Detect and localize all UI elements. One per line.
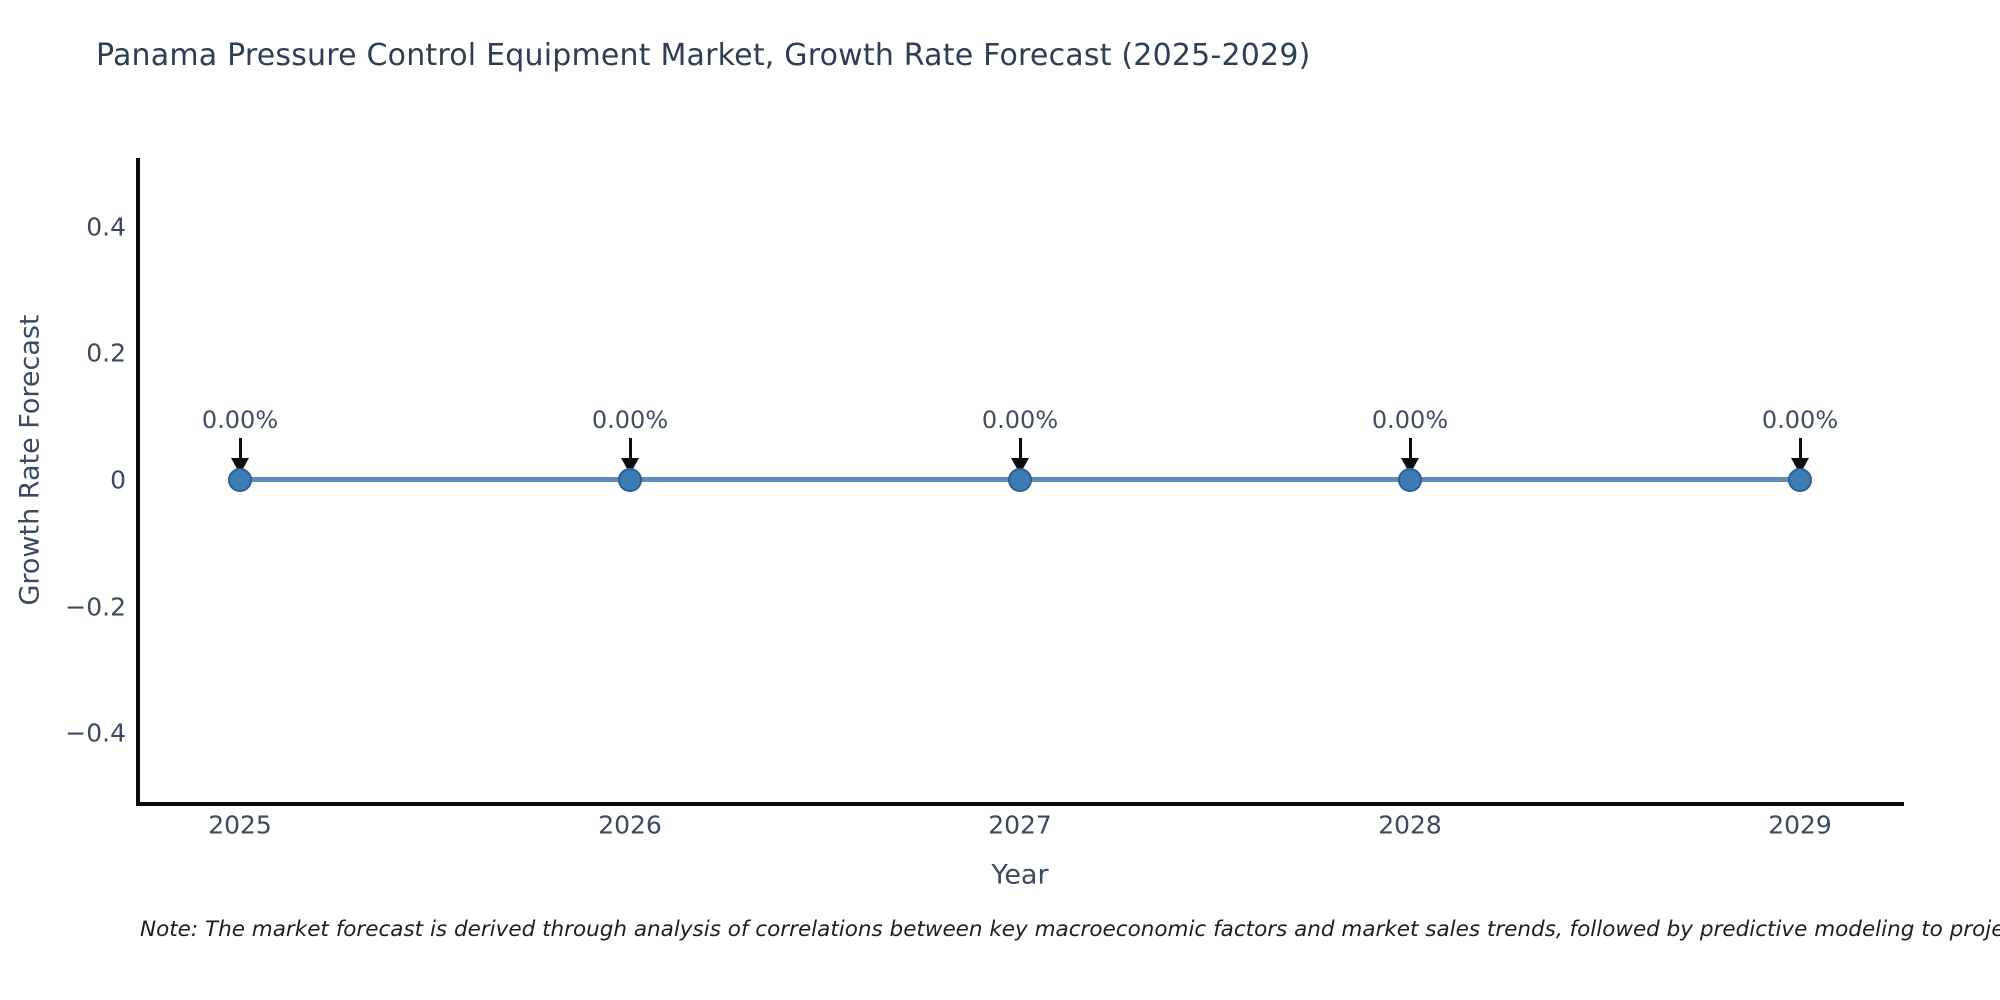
down-arrow-icon [1798,438,1802,460]
down-arrow-icon [628,438,632,460]
x-axis-line [136,802,1904,806]
x-tick-label: 2028 [1378,810,1442,840]
data-point-label: 0.00% [981,406,1059,434]
y-axis-line [136,158,140,806]
data-point-label: 0.00% [1761,406,1839,434]
x-tick-label: 2026 [598,810,662,840]
x-tick-label: 2025 [208,810,272,840]
data-point-marker [228,468,252,492]
data-point-label: 0.00% [201,406,279,434]
y-tick-label: 0.2 [86,338,126,368]
data-point-marker [1788,468,1812,492]
data-point-label: 0.00% [1371,406,1449,434]
down-arrow-icon [1408,438,1412,460]
data-point-marker [1008,468,1032,492]
data-point-marker [618,468,642,492]
footnote: Note: The market forecast is derived thr… [140,917,2000,942]
y-tick-label: −0.4 [65,718,126,748]
chart-title: Panama Pressure Control Equipment Market… [96,38,1311,73]
x-axis-title: Year [991,859,1049,891]
y-tick-label: 0.4 [86,212,126,242]
data-point-marker [1398,468,1422,492]
x-tick-label: 2029 [1768,810,1832,840]
y-tick-label: −0.2 [65,592,126,622]
data-point-label: 0.00% [591,406,669,434]
down-arrow-icon [238,438,242,460]
down-arrow-icon [1018,438,1022,460]
y-tick-label: 0 [110,465,126,495]
x-tick-label: 2027 [988,810,1052,840]
